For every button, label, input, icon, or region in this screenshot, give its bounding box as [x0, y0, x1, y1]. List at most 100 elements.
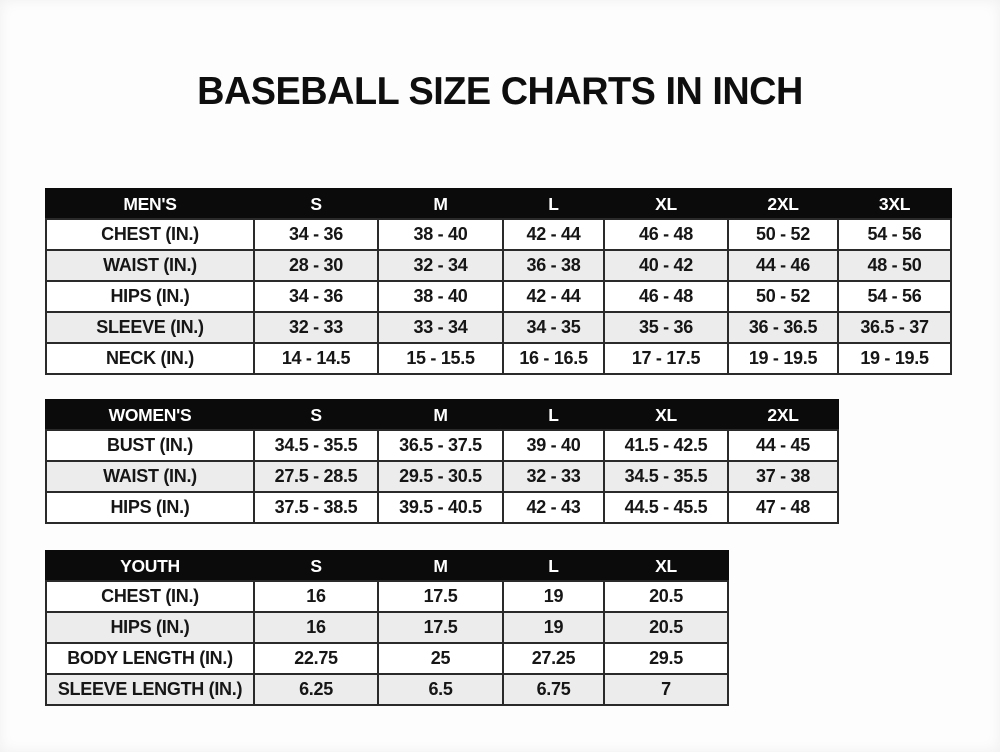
column-header-cell: L: [502, 399, 605, 431]
size-value-cell: 50 - 52: [727, 218, 839, 251]
table-row: WAIST (IN.) 27.5 - 28.5 29.5 - 30.5 32 - 33…: [45, 460, 839, 493]
header-row: YOUTH S M L XL: [45, 550, 729, 582]
size-value-cell: 44.5 - 45.5: [603, 491, 729, 524]
womens-table-grid: WOMEN'S S M L XL 2XL BUST (IN.) 34.5 - 35.5 36.5…: [45, 399, 839, 524]
column-header-cell: XL: [603, 188, 729, 220]
size-value-cell: 46 - 48: [603, 280, 729, 313]
table-row: CHEST (IN.) 16 17.5 19 20.5: [45, 580, 729, 613]
page-title: BASEBALL SIZE CHARTS IN INCH: [197, 70, 803, 113]
table-row: BODY LENGTH (IN.) 22.75 25 27.25 29.5: [45, 642, 729, 675]
size-value-cell: 36 - 38: [502, 249, 605, 282]
size-value-cell: 20.5: [603, 611, 729, 644]
table-row: SLEEVE (IN.) 32 - 33 33 - 34 34 - 35 35 - 36…: [45, 311, 952, 344]
row-label-cell: HIPS (IN.): [45, 280, 255, 313]
size-value-cell: 34 - 36: [253, 280, 379, 313]
column-header-cell: 3XL: [837, 188, 952, 220]
column-header-cell: S: [253, 550, 379, 582]
size-value-cell: 27.5 - 28.5: [253, 460, 379, 493]
mens-size-table: MEN'S S M L XL 2XL 3XL CHEST (IN.) 34 - 36 38 - 4…: [45, 188, 952, 375]
size-value-cell: 32 - 34: [377, 249, 504, 282]
size-value-cell: 42 - 43: [502, 491, 605, 524]
row-label-cell: BUST (IN.): [45, 429, 255, 462]
size-value-cell: 35 - 36: [603, 311, 729, 344]
row-label-cell: WAIST (IN.): [45, 249, 255, 282]
size-value-cell: 47 - 48: [727, 491, 839, 524]
size-value-cell: 19 - 19.5: [837, 342, 952, 375]
size-value-cell: 44 - 45: [727, 429, 839, 462]
size-value-cell: 54 - 56: [837, 280, 952, 313]
size-value-cell: 28 - 30: [253, 249, 379, 282]
size-value-cell: 38 - 40: [377, 280, 504, 313]
row-label-cell: NECK (IN.): [45, 342, 255, 375]
column-header-cell: 2XL: [727, 188, 839, 220]
size-value-cell: 16: [253, 611, 379, 644]
size-value-cell: 6.75: [502, 673, 605, 706]
size-value-cell: 25: [377, 642, 504, 675]
size-value-cell: 38 - 40: [377, 218, 504, 251]
group-header-cell: YOUTH: [45, 550, 255, 582]
table-row: HIPS (IN.) 37.5 - 38.5 39.5 - 40.5 42 - 43 4…: [45, 491, 839, 524]
column-header-cell: S: [253, 399, 379, 431]
row-label-cell: HIPS (IN.): [45, 491, 255, 524]
group-header-cell: MEN'S: [45, 188, 255, 220]
womens-size-table: WOMEN'S S M L XL 2XL BUST (IN.) 34.5 - 35.5 36.5…: [45, 399, 839, 524]
size-value-cell: 19: [502, 611, 605, 644]
size-value-cell: 7: [603, 673, 729, 706]
size-value-cell: 41.5 - 42.5: [603, 429, 729, 462]
size-value-cell: 36.5 - 37.5: [377, 429, 504, 462]
size-value-cell: 6.25: [253, 673, 379, 706]
row-label-cell: CHEST (IN.): [45, 580, 255, 613]
table-row: CHEST (IN.) 34 - 36 38 - 40 42 - 44 46 - 48 5…: [45, 218, 952, 251]
size-value-cell: 27.25: [502, 642, 605, 675]
size-value-cell: 17.5: [377, 611, 504, 644]
size-value-cell: 33 - 34: [377, 311, 504, 344]
row-label-cell: WAIST (IN.): [45, 460, 255, 493]
size-value-cell: 46 - 48: [603, 218, 729, 251]
size-value-cell: 39.5 - 40.5: [377, 491, 504, 524]
size-value-cell: 48 - 50: [837, 249, 952, 282]
size-value-cell: 17.5: [377, 580, 504, 613]
column-header-cell: XL: [603, 399, 729, 431]
column-header-cell: M: [377, 188, 504, 220]
table-row: NECK (IN.) 14 - 14.5 15 - 15.5 16 - 16.5 17 …: [45, 342, 952, 375]
size-value-cell: 34.5 - 35.5: [253, 429, 379, 462]
size-value-cell: 34.5 - 35.5: [603, 460, 729, 493]
size-value-cell: 16: [253, 580, 379, 613]
size-value-cell: 6.5: [377, 673, 504, 706]
column-header-cell: M: [377, 399, 504, 431]
youth-table-grid: YOUTH S M L XL CHEST (IN.) 16 17.5 19 20.5 HIPS (I…: [45, 550, 729, 706]
row-label-cell: SLEEVE LENGTH (IN.): [45, 673, 255, 706]
row-label-cell: CHEST (IN.): [45, 218, 255, 251]
size-value-cell: 29.5 - 30.5: [377, 460, 504, 493]
table-row: WAIST (IN.) 28 - 30 32 - 34 36 - 38 40 - 42 4…: [45, 249, 952, 282]
table-row: SLEEVE LENGTH (IN.) 6.25 6.5 6.75 7: [45, 673, 729, 706]
column-header-cell: M: [377, 550, 504, 582]
size-value-cell: 39 - 40: [502, 429, 605, 462]
size-value-cell: 42 - 44: [502, 218, 605, 251]
table-row: HIPS (IN.) 16 17.5 19 20.5: [45, 611, 729, 644]
size-value-cell: 32 - 33: [502, 460, 605, 493]
column-header-cell: L: [502, 550, 605, 582]
youth-size-table: YOUTH S M L XL CHEST (IN.) 16 17.5 19 20.5 HIPS (I…: [45, 550, 729, 706]
column-header-cell: 2XL: [727, 399, 839, 431]
size-value-cell: 32 - 33: [253, 311, 379, 344]
header-row: MEN'S S M L XL 2XL 3XL: [45, 188, 952, 220]
size-value-cell: 44 - 46: [727, 249, 839, 282]
size-value-cell: 19 - 19.5: [727, 342, 839, 375]
column-header-cell: L: [502, 188, 605, 220]
size-value-cell: 20.5: [603, 580, 729, 613]
size-value-cell: 54 - 56: [837, 218, 952, 251]
size-value-cell: 40 - 42: [603, 249, 729, 282]
size-value-cell: 14 - 14.5: [253, 342, 379, 375]
size-value-cell: 37 - 38: [727, 460, 839, 493]
size-value-cell: 36 - 36.5: [727, 311, 839, 344]
group-header-cell: WOMEN'S: [45, 399, 255, 431]
size-value-cell: 34 - 36: [253, 218, 379, 251]
row-label-cell: HIPS (IN.): [45, 611, 255, 644]
header-row: WOMEN'S S M L XL 2XL: [45, 399, 839, 431]
size-value-cell: 15 - 15.5: [377, 342, 504, 375]
mens-table-grid: MEN'S S M L XL 2XL 3XL CHEST (IN.) 34 - 36 38 - 4…: [45, 188, 952, 375]
column-header-cell: S: [253, 188, 379, 220]
size-value-cell: 34 - 35: [502, 311, 605, 344]
